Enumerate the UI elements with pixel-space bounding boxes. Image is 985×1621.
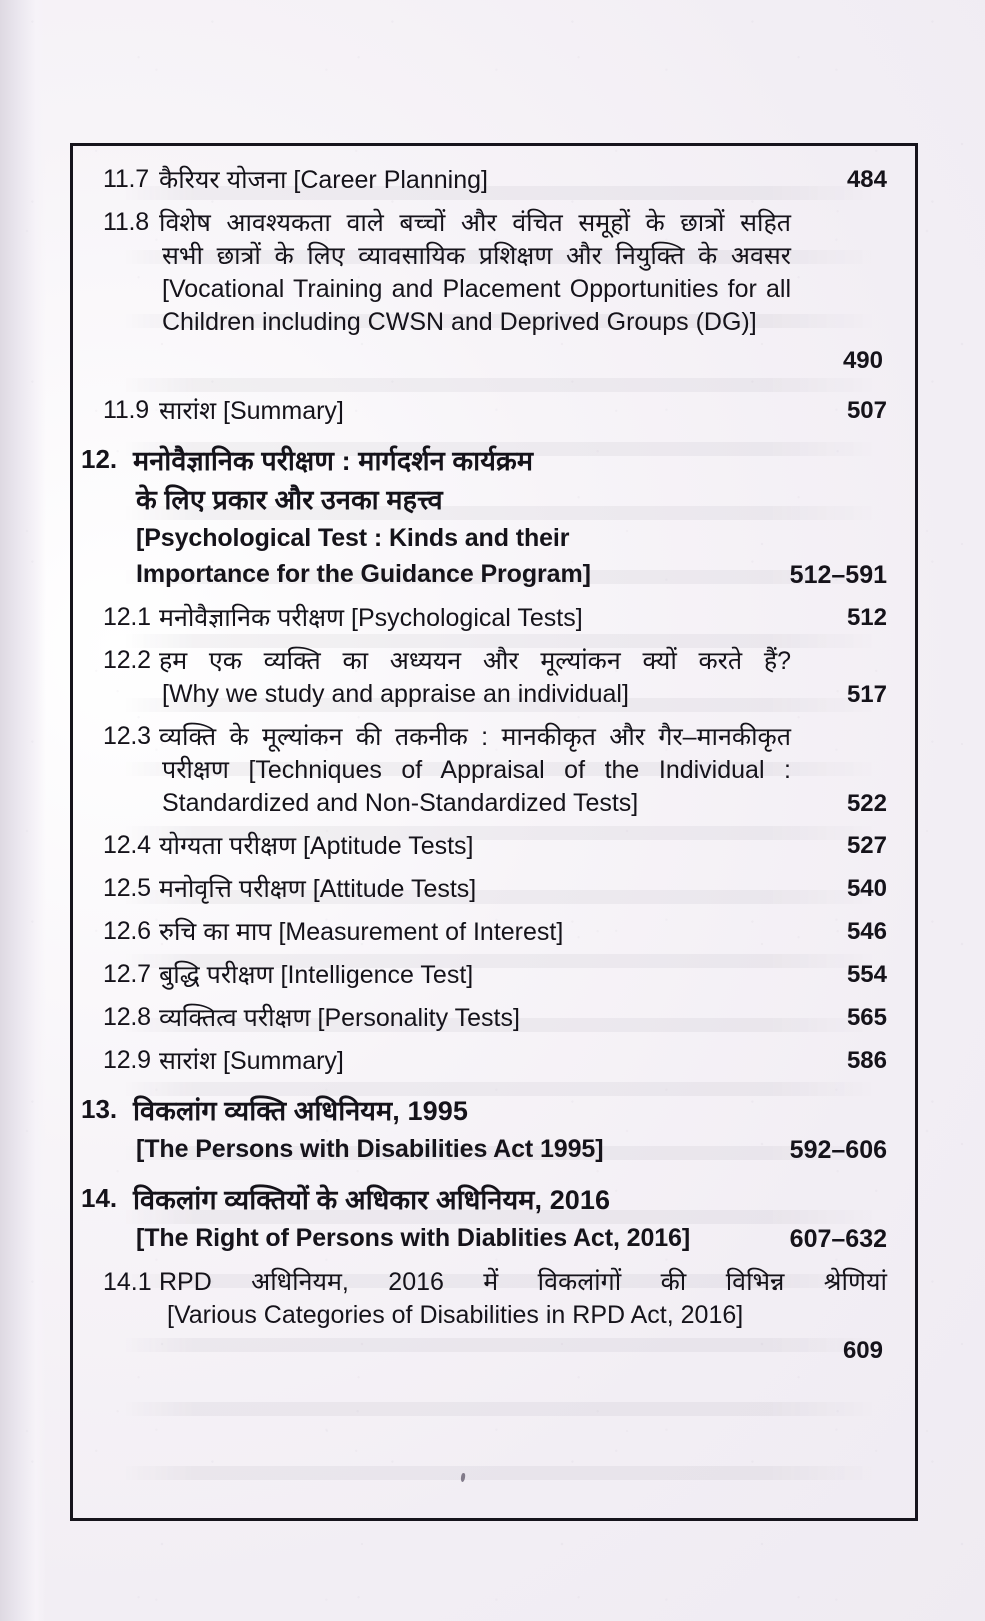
- toc-subsection-entry[interactable]: 12.9 सारांश [Summary] 586: [103, 1045, 887, 1078]
- entry-title: मनोवैज्ञानिक परीक्षण [Psychological Test…: [159, 602, 791, 635]
- title-line: मनोवैज्ञानिक परीक्षण : मार्गदर्शन कार्यक…: [133, 446, 534, 476]
- entry-page-number: 554: [846, 960, 887, 988]
- entry-title: मनोवृत्ति परीक्षण [Attitude Tests]: [159, 873, 791, 906]
- title-line: कैरियर योजना [Career Planning]: [159, 166, 488, 194]
- toc-subsection-entry[interactable]: 12.3 व्यक्ति के मूल्यांकन की तकनीक : मानक…: [103, 721, 887, 820]
- entry-page-number: 592–606: [789, 1135, 887, 1164]
- entry-number: 14.1: [103, 1267, 152, 1296]
- title-line: [Why we study and appraise an individual…: [162, 679, 629, 708]
- toc-subsection-entry[interactable]: 12.2 हम एक व्यक्ति का अध्ययन और मूल्यांकन…: [103, 645, 887, 711]
- entry-title: विशेष आवश्यकता वाले बच्चों और वंचित समूह…: [159, 207, 791, 339]
- book-gutter-shadow: [0, 0, 46, 1621]
- entry-page-number: 527: [846, 831, 887, 859]
- entry-page-number: 522: [846, 789, 887, 817]
- entry-number: 12.8: [103, 1002, 151, 1031]
- entry-number: 12.6: [103, 916, 151, 945]
- title-line: मनोवृत्ति परीक्षण [Attitude Tests]: [159, 874, 477, 903]
- entry-title: व्यक्ति के मूल्यांकन की तकनीक : मानकीकृत…: [159, 721, 791, 820]
- toc-subsection-entry[interactable]: 12.8 व्यक्तित्व परीक्षण [Personality Test…: [103, 1002, 887, 1035]
- title-line: Children including CWSN and Deprived Gro…: [162, 308, 757, 336]
- title-line: RPD अधिनियम, 2016 में विकलांगों की विभिन…: [159, 1267, 887, 1296]
- title-line: योग्यता परीक्षण [Aptitude Tests]: [159, 831, 474, 860]
- table-of-contents-list: 11.7 कैरियर योजना [Career Planning] 484 11.…: [73, 146, 915, 1365]
- toc-subsection-entry[interactable]: 12.6 रुचि का माप [Measurement of Interest…: [103, 916, 887, 949]
- title-line: [The Right of Persons with Diablities Ac…: [136, 1223, 691, 1252]
- page-number-spacer: [791, 207, 887, 209]
- entry-page-number: 609: [842, 1336, 883, 1364]
- entry-title: हम एक व्यक्ति का अध्ययन और मूल्यांकन क्य…: [159, 645, 791, 711]
- toc-subsection-entry[interactable]: 12.5 मनोवृत्ति परीक्षण [Attitude Tests] 54…: [103, 873, 887, 906]
- title-line: [The Persons with Disabilities Act 1995]: [136, 1134, 604, 1163]
- entry-number: 12.5: [103, 873, 151, 902]
- title-line: हम एक व्यक्ति का अध्ययन और मूल्यांकन क्य…: [159, 646, 791, 675]
- toc-subsection-entry[interactable]: 11.9 सारांश [Summary] 507: [103, 395, 887, 428]
- title-line: के लिए प्रकार और उनका महत्त्व: [136, 484, 443, 515]
- entry-number: 13.: [81, 1093, 118, 1124]
- title-line: [Various Categories of Disabilities in R…: [167, 1301, 744, 1329]
- entry-page-number: 512: [846, 603, 887, 631]
- entry-number: 12.1: [103, 602, 151, 631]
- toc-subsection-entry[interactable]: 11.8 विशेष आवश्यकता वाले बच्चों और वंचित …: [103, 207, 887, 339]
- entry-title: विकलांग व्यक्ति अधिनियम, 1995 [The Person…: [133, 1092, 769, 1167]
- row-spacer: [103, 375, 887, 385]
- entry-title: योग्यता परीक्षण [Aptitude Tests]: [159, 830, 791, 863]
- entry-page-number: 607–632: [789, 1224, 887, 1253]
- title-line: व्यक्ति के मूल्यांकन की तकनीक : मानकीकृत…: [159, 722, 791, 751]
- entry-page-number: 546: [846, 917, 887, 945]
- title-line: सारांश [Summary]: [159, 397, 344, 425]
- entry-number: 12.2: [103, 645, 151, 674]
- entry-page-number: 490: [842, 347, 883, 374]
- entry-page-number: 586: [846, 1046, 887, 1074]
- paper-speck: [460, 1472, 466, 1483]
- entry-page-number: 565: [846, 1003, 887, 1031]
- toc-subsection-entry[interactable]: 11.7 कैरियर योजना [Career Planning] 484: [103, 164, 887, 197]
- entry-number: 12.3: [103, 721, 151, 750]
- entry-title: मनोवैज्ञानिक परीक्षण : मार्गदर्शन कार्यक…: [133, 442, 769, 592]
- entry-title: बुद्धि परीक्षण [Intelligence Test]: [159, 959, 791, 992]
- entry-title: कैरियर योजना [Career Planning]: [159, 164, 791, 197]
- entry-number: 12.4: [103, 830, 151, 859]
- entry-number: 11.7: [103, 165, 150, 193]
- toc-subsection-entry[interactable]: 12.4 योग्यता परीक्षण [Aptitude Tests] 527: [103, 830, 887, 863]
- toc-chapter-entry[interactable]: 14. विकलांग व्यक्तियों के अधिकार अधिनियम,…: [81, 1181, 887, 1256]
- entry-number: 12.7: [103, 959, 151, 988]
- entry-title: व्यक्तित्व परीक्षण [Personality Tests]: [159, 1002, 791, 1035]
- toc-chapter-entry[interactable]: 13. विकलांग व्यक्ति अधिनियम, 1995 [The Per…: [81, 1092, 887, 1167]
- entry-number: 11.8: [103, 208, 150, 236]
- entry-page-number: 512–591: [789, 560, 887, 589]
- toc-chapter-entry[interactable]: 12. मनोवैज्ञानिक परीक्षण : मार्गदर्शन कार…: [81, 442, 887, 592]
- title-line: Standardized and Non-Standardized Tests]: [162, 788, 639, 817]
- entry-number: 12.: [81, 444, 118, 474]
- title-line: Importance for the Guidance Program]: [136, 559, 591, 588]
- title-line: रुचि का माप [Measurement of Interest]: [159, 917, 564, 946]
- entry-page-number: 484: [846, 166, 887, 193]
- title-line: परीक्षण [Techniques of Appraisal of the …: [162, 755, 791, 784]
- title-line: विकलांग व्यक्तियों के अधिकार अधिनियम, 20…: [133, 1184, 611, 1215]
- toc-frame-border: 11.7 कैरियर योजना [Career Planning] 484 11.…: [70, 143, 918, 1521]
- entry-title: रुचि का माप [Measurement of Interest]: [159, 916, 791, 949]
- title-line: सारांश [Summary]: [159, 1046, 344, 1075]
- entry-title: सारांश [Summary]: [159, 1045, 791, 1078]
- toc-subsection-entry[interactable]: 12.1 मनोवैज्ञानिक परीक्षण [Psychological …: [103, 602, 887, 635]
- entry-page-number: 507: [846, 397, 887, 424]
- entry-title: विकलांग व्यक्तियों के अधिकार अधिनियम, 20…: [133, 1181, 769, 1256]
- entry-page-number: 517: [846, 680, 887, 708]
- title-line: सभी छात्रों के लिए व्यावसायिक प्रशिक्षण …: [162, 242, 791, 270]
- title-line: [Psychological Test : Kinds and their: [136, 523, 570, 552]
- entry-number: 12.9: [103, 1045, 151, 1074]
- title-line: विकलांग व्यक्ति अधिनियम, 1995: [133, 1095, 468, 1126]
- entry-number: 14.: [81, 1182, 118, 1213]
- toc-subsection-entry[interactable]: 12.7 बुद्धि परीक्षण [Intelligence Test] 55…: [103, 959, 887, 992]
- title-line: बुद्धि परीक्षण [Intelligence Test]: [159, 960, 474, 989]
- title-line: मनोवैज्ञानिक परीक्षण [Psychological Test…: [159, 603, 583, 632]
- toc-subsection-entry[interactable]: 14.1 RPD अधिनियम, 2016 में विकलांगों की व…: [103, 1266, 887, 1333]
- entry-number: 11.9: [103, 396, 150, 424]
- entry-page-number: 540: [846, 874, 887, 902]
- title-line: [Vocational Training and Placement Oppor…: [162, 275, 791, 303]
- title-line: विशेष आवश्यकता वाले बच्चों और वंचित समूह…: [159, 209, 791, 237]
- entry-title: सारांश [Summary]: [159, 395, 791, 428]
- title-line: व्यक्तित्व परीक्षण [Personality Tests]: [159, 1003, 520, 1032]
